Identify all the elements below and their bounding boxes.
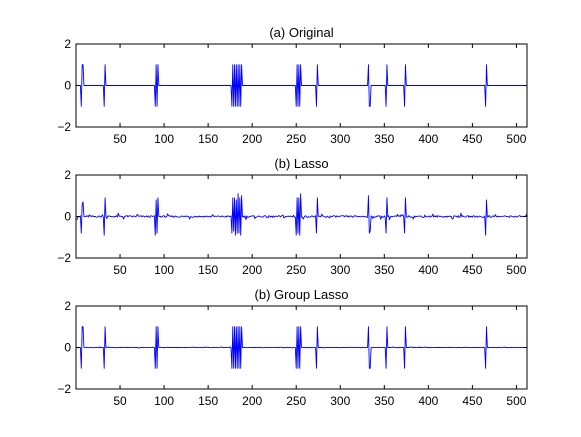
x-tick-label: 200 [242, 394, 262, 408]
x-tick-label: 250 [286, 394, 306, 408]
x-tick-label: 400 [418, 394, 438, 408]
x-tick-label: 50 [113, 394, 127, 408]
y-tick-label: 0 [64, 210, 71, 224]
x-tick-label: 500 [506, 132, 526, 146]
y-tick-label: 0 [64, 341, 71, 355]
x-tick-label: 300 [330, 132, 350, 146]
x-tick-label: 350 [374, 263, 394, 277]
x-tick-label: 50 [113, 132, 127, 146]
x-tick-label: 150 [198, 132, 218, 146]
panel-title: (b) Group Lasso [255, 287, 349, 302]
x-tick-label: 500 [506, 263, 526, 277]
x-tick-label: 150 [198, 263, 218, 277]
x-tick-label: 50 [113, 263, 127, 277]
x-tick-label: 200 [242, 263, 262, 277]
x-tick-label: 400 [418, 132, 438, 146]
y-tick-label: −2 [57, 120, 71, 134]
series-line [76, 64, 527, 107]
y-tick-label: −2 [57, 382, 71, 396]
y-tick-label: −2 [57, 251, 71, 265]
y-tick-label: 2 [64, 299, 71, 313]
x-tick-label: 100 [154, 263, 174, 277]
x-tick-label: 100 [154, 132, 174, 146]
x-tick-label: 450 [462, 263, 482, 277]
panel-title: (b) Lasso [274, 156, 328, 171]
y-tick-label: 0 [64, 79, 71, 93]
panel-2: 50 100 150 200 250 300 350 400 450 500 −2 0 2 (b) Las… [57, 156, 528, 277]
x-tick-label: 250 [286, 263, 306, 277]
panel-3: 50 100 150 200 250 300 350 400 450 500 −2 0 2 (b) Gro… [57, 287, 528, 408]
y-tick-label: 2 [64, 168, 71, 182]
x-tick-label: 350 [374, 132, 394, 146]
panel-1: 50 100 150 200 250 300 350 400 450 500 −2 0 2 (a) Ori… [57, 25, 528, 146]
x-tick-label: 250 [286, 132, 306, 146]
y-tick-label: 2 [64, 37, 71, 51]
series-line [76, 326, 528, 369]
x-tick-label: 450 [462, 394, 482, 408]
x-tick-label: 200 [242, 132, 262, 146]
x-tick-label: 300 [330, 263, 350, 277]
x-tick-label: 150 [198, 394, 218, 408]
x-tick-label: 300 [330, 394, 350, 408]
x-tick-label: 500 [506, 394, 526, 408]
x-tick-label: 350 [374, 394, 394, 408]
x-tick-label: 400 [418, 263, 438, 277]
panel-title: (a) Original [269, 25, 333, 40]
x-tick-label: 100 [154, 394, 174, 408]
series-line [76, 193, 528, 236]
x-tick-label: 450 [462, 132, 482, 146]
